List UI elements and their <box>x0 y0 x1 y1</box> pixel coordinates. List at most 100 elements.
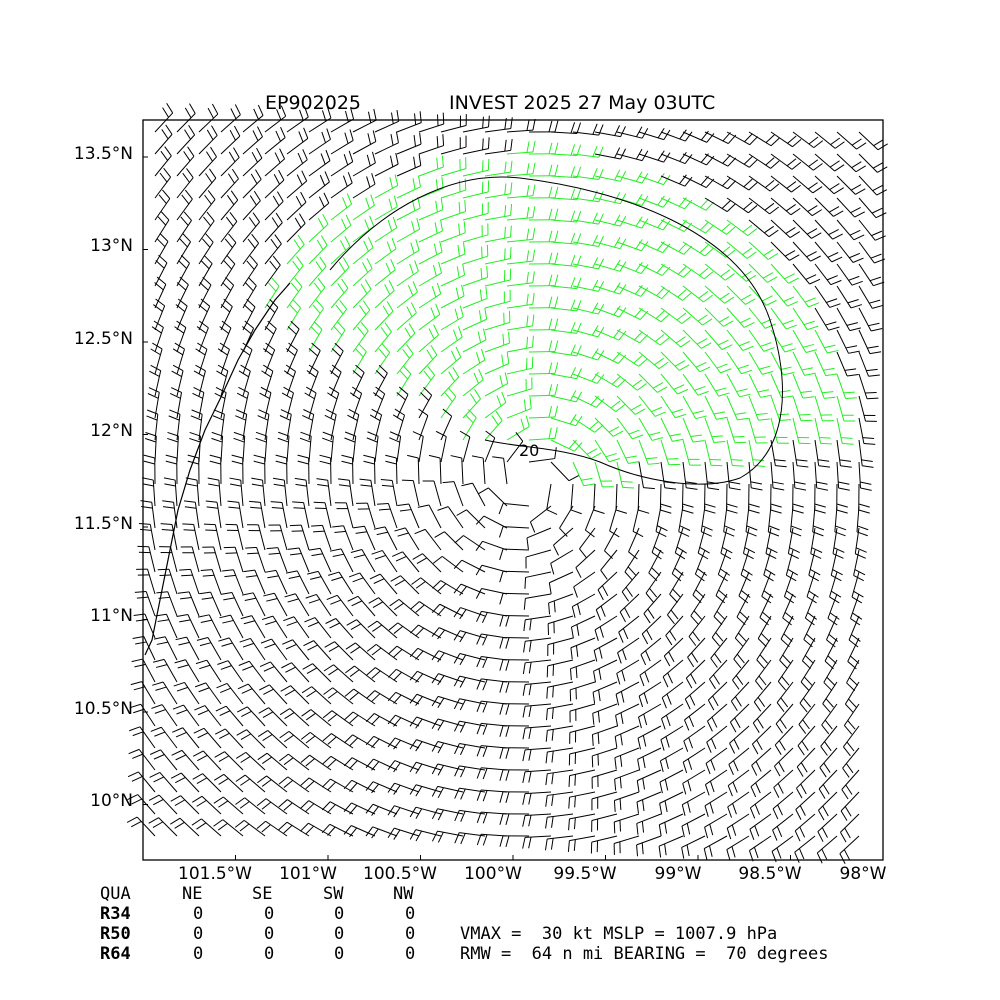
wind-barb <box>681 835 706 848</box>
wind-barb-feather <box>505 769 510 781</box>
wind-barb-feather <box>504 248 506 260</box>
wind-barb-feather <box>284 689 296 696</box>
wind-barb <box>374 393 386 419</box>
wind-barb <box>481 745 508 749</box>
wind-barb-feather <box>756 718 764 729</box>
wind-barb-feather <box>415 627 425 637</box>
wind-barb-feather <box>625 455 637 459</box>
wind-barb <box>632 505 640 532</box>
wind-barb-feather <box>795 809 802 820</box>
wind-barb-feather <box>722 154 731 164</box>
wind-barb-feather <box>409 716 418 727</box>
wind-barb <box>308 800 332 815</box>
wind-barb-feather <box>638 716 642 729</box>
wind-barb-feather <box>143 454 155 459</box>
wind-barb <box>481 722 508 727</box>
wind-barb <box>462 379 484 397</box>
wind-barb-feather <box>218 777 229 785</box>
wind-barb-feather <box>526 293 529 306</box>
wind-barb-feather <box>460 788 466 800</box>
wind-barb <box>704 175 728 190</box>
wind-barb <box>704 439 712 466</box>
wind-barb <box>370 480 376 507</box>
wind-barb-feather <box>734 412 747 415</box>
wind-barb-feather <box>546 509 558 515</box>
wind-barb <box>379 573 398 595</box>
wind-barb <box>462 359 486 375</box>
wind-barb-feather <box>415 741 423 752</box>
wind-barb-feather <box>434 222 438 234</box>
wind-barb-feather <box>322 733 332 742</box>
wind-barb-feather <box>611 375 621 385</box>
wind-barb-feather <box>525 415 530 427</box>
wind-barb-feather <box>470 393 477 404</box>
wind-barb <box>330 393 340 419</box>
wind-barb-feather <box>798 848 805 860</box>
wind-barb <box>638 153 664 163</box>
wind-barb <box>143 636 156 661</box>
wind-barb-feather <box>814 509 826 514</box>
wind-barb-feather <box>274 152 281 164</box>
wind-barb <box>176 113 196 133</box>
wind-barb-feather <box>828 206 840 213</box>
wind-barb-feather <box>761 595 772 604</box>
wind-barb-feather <box>546 708 548 721</box>
table-header-ne: NE <box>182 884 203 904</box>
wind-barb-feather <box>365 758 374 769</box>
wind-barb <box>798 703 816 725</box>
wind-barb-feather <box>200 569 213 572</box>
wind-barb-feather <box>261 615 274 621</box>
wind-barb-feather <box>182 233 191 243</box>
wind-barb <box>637 725 662 739</box>
table-cell: 0 <box>264 904 275 924</box>
wind-barb <box>396 645 420 661</box>
wind-barb-feather <box>482 138 484 150</box>
wind-barb-feather <box>129 703 141 709</box>
wind-barb-feather <box>380 326 389 337</box>
wind-barb-feather <box>235 774 246 782</box>
wind-barb <box>550 197 577 201</box>
wind-barb <box>481 564 508 573</box>
wind-barb <box>550 461 570 482</box>
wind-barb-feather <box>460 744 466 756</box>
wind-barb-feather <box>800 783 807 795</box>
wind-barb-feather <box>658 361 669 370</box>
wind-barb-feather <box>371 761 380 771</box>
wind-barb-feather <box>772 829 778 841</box>
wind-barb-feather <box>594 424 604 433</box>
wind-barb-feather <box>750 786 757 798</box>
wind-barb <box>176 284 189 309</box>
wind-barb <box>748 439 755 466</box>
wind-barb <box>198 284 212 309</box>
wind-barb <box>396 270 419 287</box>
wind-barb-feather <box>759 654 768 664</box>
wind-barb <box>242 136 263 155</box>
wind-barb <box>829 571 838 598</box>
wind-barb <box>770 417 779 444</box>
wind-barb-feather <box>198 304 208 313</box>
wind-barb-feather <box>437 506 449 511</box>
wind-barb <box>330 245 351 265</box>
wind-barb-feather <box>437 652 445 663</box>
wind-barb <box>437 830 464 837</box>
wind-barb <box>547 681 574 688</box>
wind-barb <box>755 659 772 682</box>
wind-barb-feather <box>651 437 664 441</box>
wind-barb-feather <box>206 129 214 140</box>
wind-barb-feather <box>285 570 298 574</box>
wind-barb <box>726 351 742 374</box>
wind-barb <box>396 668 420 683</box>
wind-barb <box>792 461 796 488</box>
wind-barb-feather <box>726 828 732 840</box>
wind-barb <box>550 373 577 380</box>
wind-barb-feather <box>851 634 861 642</box>
wind-barb-feather <box>685 481 697 484</box>
wind-barb-feather <box>387 805 395 816</box>
wind-barb <box>283 480 288 507</box>
wind-barb-feather <box>305 803 315 812</box>
wind-barb-feather <box>399 370 409 380</box>
wind-barb <box>437 741 464 749</box>
wind-barb-feather <box>278 169 285 181</box>
wind-barb-feather <box>800 681 810 691</box>
wind-barb <box>481 678 508 683</box>
